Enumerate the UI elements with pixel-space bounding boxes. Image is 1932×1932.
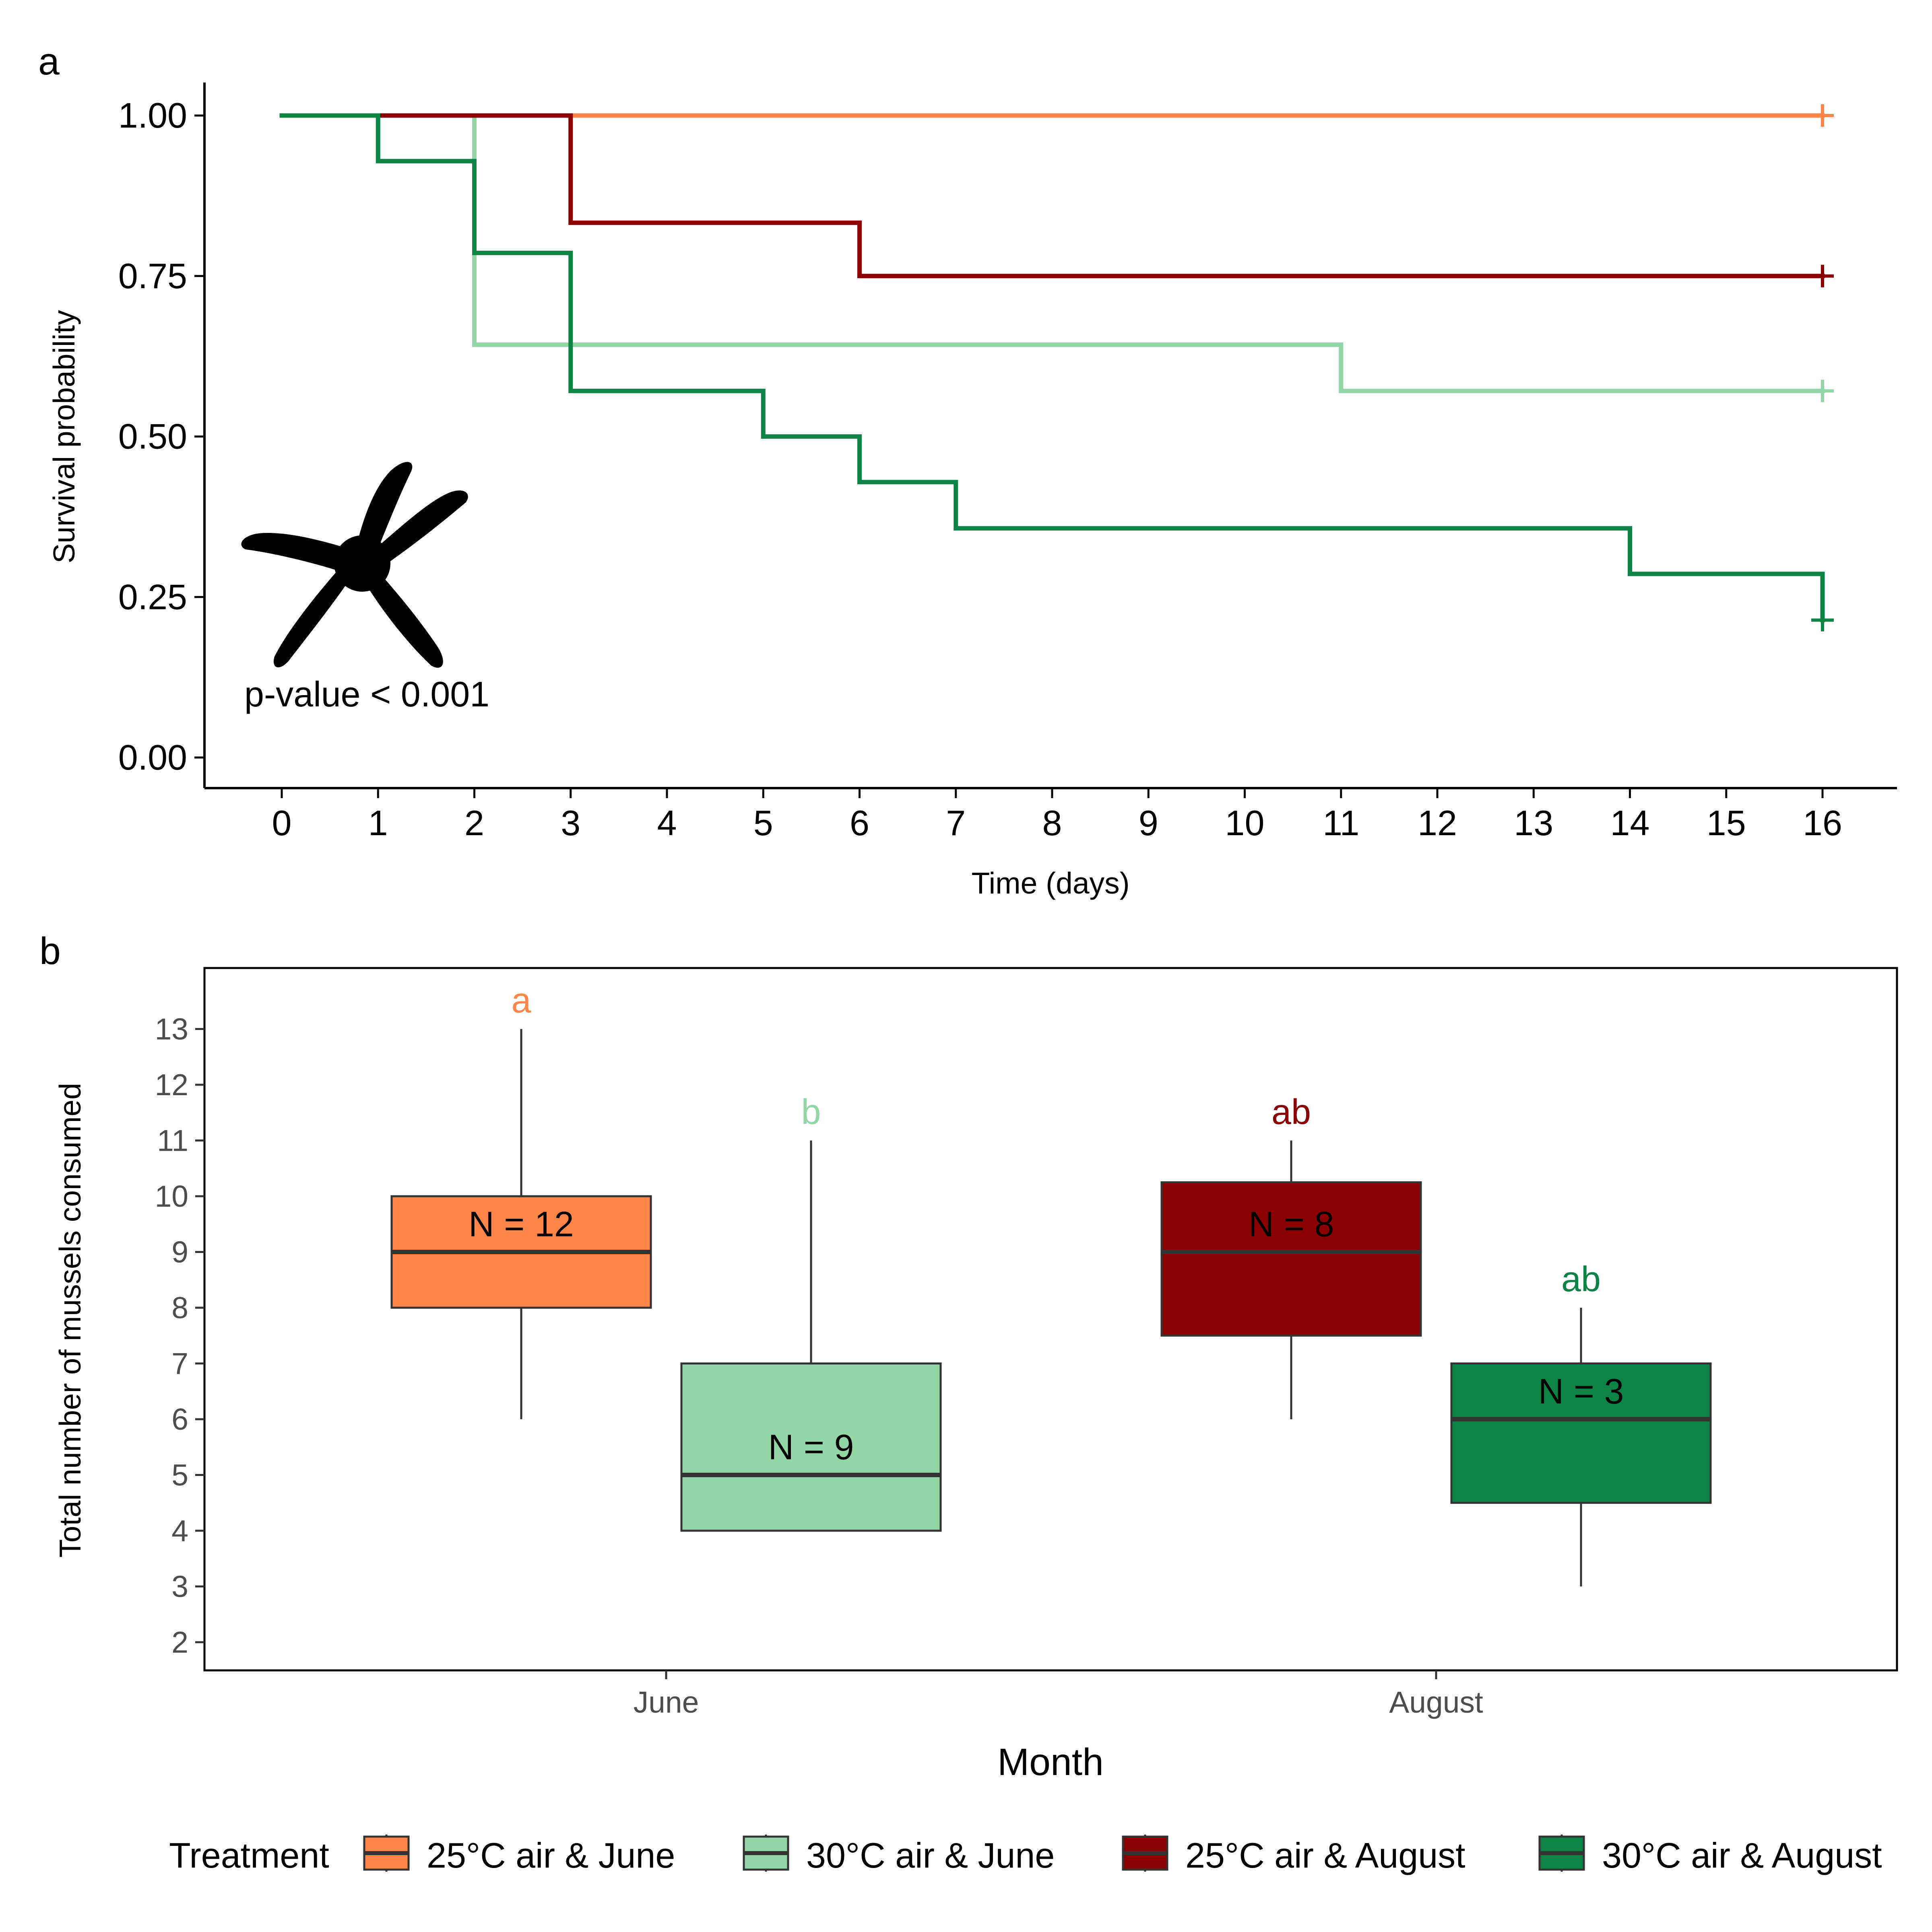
legend-title: Treatment xyxy=(169,1835,329,1875)
box-30c-air-and-june: N = 9 b xyxy=(680,1092,942,1532)
legend: Treatment 25°C air & June 30°C air & June… xyxy=(169,1835,1882,1875)
survival-y-tick-label: 0.25 xyxy=(118,577,187,617)
survival-y-tick-label: 0.75 xyxy=(118,256,187,296)
survival-x-tick-label: 7 xyxy=(946,803,966,843)
mussels-y-tick-label: 6 xyxy=(171,1402,188,1436)
legend-item-label: 30°C air & June xyxy=(806,1835,1055,1875)
box-body xyxy=(1160,1181,1422,1337)
mussels-y-tick-label: 5 xyxy=(171,1458,188,1492)
mussels-x-tick-label: August xyxy=(1389,1685,1483,1719)
mussels-y-tick-label: 9 xyxy=(171,1235,188,1269)
survival-y-tick-label: 0.00 xyxy=(118,737,187,777)
survival-x-tick-label: 15 xyxy=(1707,803,1746,843)
legend-item-25c-air-and-august: 25°C air & August xyxy=(1122,1835,1466,1875)
box-25c-air-and-august: N = 8 ab xyxy=(1160,1092,1422,1419)
p-value-annotation: p-value < 0.001 xyxy=(244,674,489,714)
box-significance-letter: ab xyxy=(1561,1259,1601,1299)
mussels-x-tick-label: June xyxy=(634,1685,699,1719)
mussels-y-tick-label: 3 xyxy=(171,1570,188,1604)
mussels-y-tick-label: 11 xyxy=(157,1124,188,1158)
survival-x-tick-label: 13 xyxy=(1514,803,1553,843)
legend-item-label: 25°C air & August xyxy=(1185,1835,1466,1875)
box-30c-air-and-august: N = 3 ab xyxy=(1450,1259,1712,1587)
sea-star-icon xyxy=(241,462,468,668)
survival-x-tick-label: 4 xyxy=(657,803,677,843)
mussels-y-axis-title: Total number of mussels consumed xyxy=(53,1083,87,1558)
box-body xyxy=(680,1362,942,1532)
mussels-x-axis-title: Month xyxy=(997,1741,1104,1783)
legend-item-25c-air-and-june: 25°C air & June xyxy=(363,1835,675,1875)
mussels-y-tick-label: 4 xyxy=(171,1514,188,1548)
survival-x-tick-label: 6 xyxy=(850,803,869,843)
box-n-label: N = 8 xyxy=(1249,1204,1334,1244)
box-significance-letter: a xyxy=(512,980,531,1020)
box-body xyxy=(1450,1362,1712,1504)
survival-x-tick-label: 1 xyxy=(368,803,388,843)
box-n-label: N = 9 xyxy=(768,1427,854,1467)
mussels-y-tick-label: 13 xyxy=(155,1012,188,1046)
survival-x-tick-label: 14 xyxy=(1610,803,1650,843)
censor-mark-30c-air-and-june xyxy=(1811,380,1834,402)
mussels-y-tick-label: 10 xyxy=(155,1179,188,1213)
survival-x-tick-label: 5 xyxy=(753,803,773,843)
survival-x-tick-label: 2 xyxy=(464,803,484,843)
survival-series xyxy=(279,104,1834,632)
survival-x-tick-label: 10 xyxy=(1225,803,1265,843)
box-n-label: N = 3 xyxy=(1538,1371,1624,1411)
survival-curve-25c-air-and-august xyxy=(279,113,1825,279)
box-25c-air-and-june: N = 12 a xyxy=(390,980,652,1419)
mussels-y-tick-label: 12 xyxy=(155,1068,188,1102)
panel-b-label: b xyxy=(39,930,61,972)
mussels-y-ticks: 2 3 4 5 6 7 8 9 10 11 12 13 xyxy=(155,1012,204,1659)
censor-mark-25c-air-and-june xyxy=(1811,104,1834,127)
censor-mark-25c-air-and-august xyxy=(1811,264,1834,287)
legend-items: 25°C air & June 30°C air & June 25°C air &… xyxy=(363,1835,1882,1875)
mussels-y-tick-label: 8 xyxy=(171,1291,188,1325)
survival-x-tick-label: 0 xyxy=(272,803,292,843)
survival-x-tick-label: 9 xyxy=(1139,803,1158,843)
legend-item-30c-air-and-august: 30°C air & August xyxy=(1538,1835,1882,1875)
survival-y-tick-label: 0.50 xyxy=(118,417,187,456)
censor-mark-30c-air-and-august xyxy=(1811,609,1834,632)
mussels-y-tick-label: 7 xyxy=(171,1347,188,1381)
legend-item-30c-air-and-june: 30°C air & June xyxy=(743,1835,1055,1875)
box-n-label: N = 12 xyxy=(469,1204,574,1244)
survival-x-tick-label: 12 xyxy=(1418,803,1457,843)
legend-item-label: 30°C air & August xyxy=(1602,1835,1882,1875)
mussels-y-tick-label: 2 xyxy=(171,1625,188,1659)
survival-x-tick-label: 3 xyxy=(561,803,580,843)
survival-x-axis-title: Time (days) xyxy=(971,866,1129,900)
survival-axes xyxy=(203,83,1897,789)
survival-x-tick-label: 8 xyxy=(1042,803,1062,843)
survival-y-ticks: 0.00 0.25 0.50 0.75 1.00 xyxy=(118,95,204,777)
survival-curve-30c-air-and-august xyxy=(279,113,1825,623)
survival-x-ticks: 0 1 2 3 4 5 6 7 8 9 10 11 12 13 14 15 16 xyxy=(272,788,1842,843)
survival-y-axis-title: Survival probability xyxy=(47,310,81,564)
box-significance-letter: b xyxy=(801,1092,821,1131)
mussels-x-ticks: June August xyxy=(634,1670,1483,1719)
mussels-boxes: N = 12 a N = 9 b N = 8 ab N = 3 ab xyxy=(390,980,1712,1587)
legend-item-label: 25°C air & June xyxy=(427,1835,675,1875)
mussels-plot-frame xyxy=(203,967,1898,1672)
box-significance-letter: ab xyxy=(1271,1092,1311,1131)
survival-x-tick-label: 11 xyxy=(1323,803,1359,843)
panel-a-label: a xyxy=(38,40,60,83)
survival-y-tick-label: 1.00 xyxy=(118,95,187,135)
survival-x-tick-label: 16 xyxy=(1803,803,1842,843)
survival-panel: a 0 1 2 3 4 5 6 7 8 9 10 11 12 13 14 15 16 0.000.250.500… xyxy=(38,40,1897,900)
